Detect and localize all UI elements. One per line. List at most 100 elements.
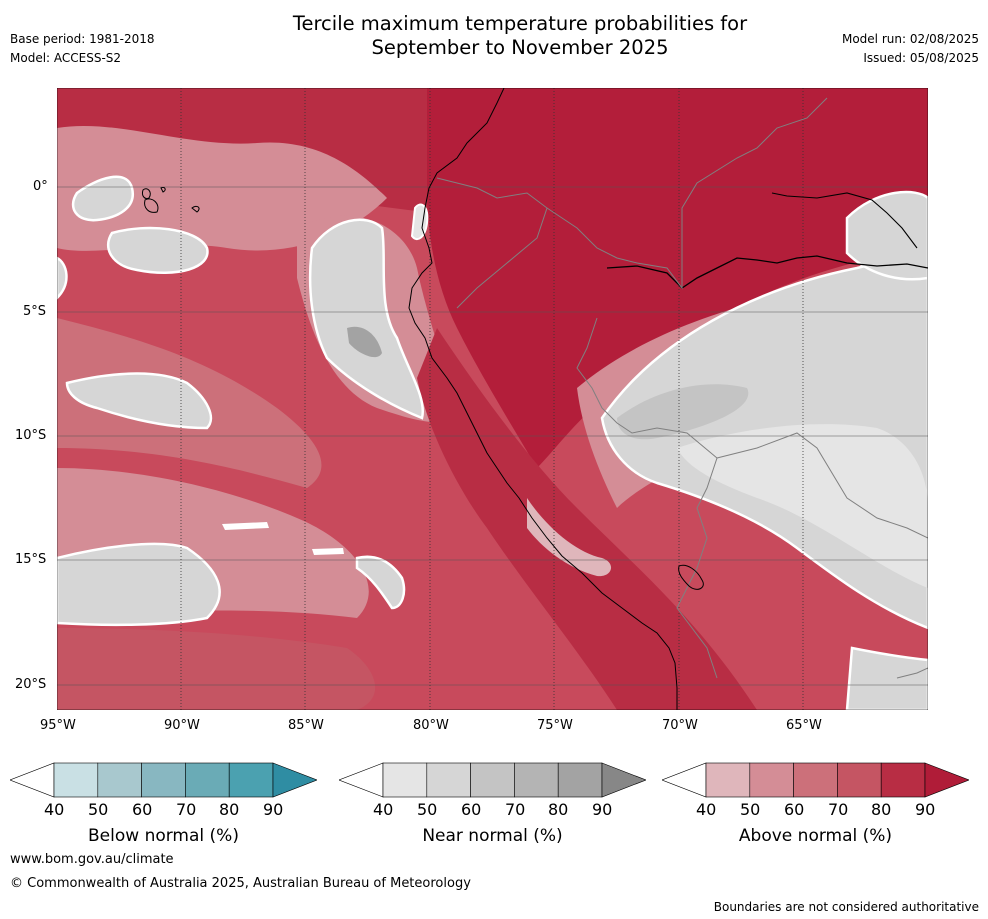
model-run-text: Model run: 02/08/2025	[841, 32, 979, 46]
west-grey-blob-2	[65, 372, 213, 430]
above-bin-3	[793, 762, 838, 798]
river-north	[771, 192, 918, 249]
issued-text: Issued: 05/08/2025	[863, 51, 979, 65]
offshore-grey-blob	[308, 218, 425, 420]
map-title: Tercile maximum temperature probabilitie…	[200, 12, 840, 60]
island-2	[144, 198, 159, 213]
lon-label-70w: 70°W	[662, 718, 698, 733]
northeast-grey-patch	[845, 190, 928, 281]
near-tick-50: 50	[417, 800, 438, 819]
title-line-1: Tercile maximum temperature probabilitie…	[292, 12, 748, 35]
lat-label-10s: 10°S	[15, 428, 47, 443]
border-south	[896, 667, 928, 679]
white-dash-2	[312, 548, 344, 555]
border-ecuador	[436, 177, 548, 309]
lat-label-20s: 20°S	[15, 677, 47, 692]
lon-label-75w: 75°W	[537, 718, 573, 733]
probability-fields	[57, 88, 928, 710]
coastal-strip	[527, 498, 612, 577]
colorbar-near	[339, 762, 646, 798]
probability-map	[57, 88, 928, 710]
eastern-light-grey	[677, 424, 928, 588]
island-3	[191, 205, 200, 213]
below-tick-70: 70	[176, 800, 197, 819]
below-tick-90: 90	[263, 800, 284, 819]
border-brazil-bolivia	[716, 432, 928, 539]
eastern-grey-patch	[617, 384, 749, 440]
above-bin-5	[880, 762, 926, 798]
graticule	[57, 186, 928, 686]
colorbar-above-label: Above normal (%)	[738, 826, 893, 846]
disclaimer-text: Boundaries are not considered authoritat…	[713, 900, 979, 914]
above-extend-low	[662, 762, 707, 798]
galapagos-islands	[142, 187, 200, 213]
near-tick-40: 40	[373, 800, 394, 819]
island-4	[160, 187, 166, 193]
above-bin-4	[837, 762, 882, 798]
above-bin-1	[705, 762, 751, 798]
near-bin-5	[557, 762, 603, 798]
lon-label-95w: 95°W	[40, 718, 76, 733]
lon-label-80w: 80°W	[413, 718, 449, 733]
model-text: Model: ACCESS-S2	[10, 51, 122, 65]
above-extend-high	[924, 762, 969, 798]
lat-label-15s: 15°S	[15, 552, 47, 567]
below-bin-2	[97, 762, 142, 798]
near-tick-70: 70	[505, 800, 526, 819]
below-bin-1	[53, 762, 99, 798]
colorbar-below-label: Below normal (%)	[88, 826, 239, 846]
below-bin-5	[228, 762, 274, 798]
white-dash-1	[222, 522, 269, 530]
below-extend-high	[272, 762, 317, 798]
coastal-pale-patch	[410, 203, 429, 241]
south-west-band	[57, 628, 376, 710]
below-tick-80: 80	[219, 800, 240, 819]
galapagos-grey-blob	[71, 175, 134, 222]
lake-titicaca	[678, 564, 704, 590]
below-extend-low	[10, 762, 55, 798]
coastline	[408, 88, 678, 710]
above-tick-50: 50	[740, 800, 761, 819]
below-tick-50: 50	[88, 800, 109, 819]
above-tick-90: 90	[915, 800, 936, 819]
lon-label-65w: 65°W	[786, 718, 822, 733]
lat-label-5s: 5°S	[23, 304, 47, 319]
near-extend-high	[601, 762, 646, 798]
lat-label-0: 0°	[33, 179, 48, 194]
island-1	[142, 188, 151, 199]
galapagos-pale-band	[57, 125, 387, 251]
southwest-grey-blob	[57, 542, 221, 627]
copyright-text: © Commonwealth of Australia 2025, Austra…	[10, 876, 471, 891]
offshore-dark-grey	[347, 326, 382, 358]
southeast-grey-patch	[845, 646, 928, 710]
amazon-river	[606, 255, 928, 289]
near-bin-4	[514, 762, 559, 798]
south-grey-blob	[355, 555, 406, 610]
above-tick-60: 60	[784, 800, 805, 819]
colorbar-below	[10, 762, 317, 798]
lon-label-85w: 85°W	[288, 718, 324, 733]
above-tick-70: 70	[828, 800, 849, 819]
colorbar-tick-row: 40 50 60 70 80 90 40 50 60 70 80 90 40 5…	[0, 800, 988, 824]
website-link[interactable]: www.bom.gov.au/climate	[10, 852, 174, 867]
near-tick-90: 90	[592, 800, 613, 819]
continent-deep-red	[427, 88, 928, 468]
border-colombia-brazil	[546, 97, 828, 290]
near-bin-2	[426, 762, 471, 798]
above-tick-40: 40	[696, 800, 717, 819]
near-tick-60: 60	[461, 800, 482, 819]
colorbar-near-label: Near normal (%)	[422, 826, 563, 846]
below-bin-3	[141, 762, 186, 798]
near-bin-3	[470, 762, 515, 798]
country-borders	[436, 97, 928, 679]
near-bin-1	[382, 762, 428, 798]
below-tick-40: 40	[44, 800, 65, 819]
near-extend-low	[339, 762, 384, 798]
below-bin-4	[185, 762, 230, 798]
base-period-text: Base period: 1981-2018	[10, 32, 155, 46]
colorbar-above	[662, 762, 969, 798]
west-grey-blob-1	[106, 226, 209, 274]
above-bin-2	[749, 762, 794, 798]
title-line-2: September to November 2025	[371, 36, 669, 59]
near-tick-80: 80	[548, 800, 569, 819]
